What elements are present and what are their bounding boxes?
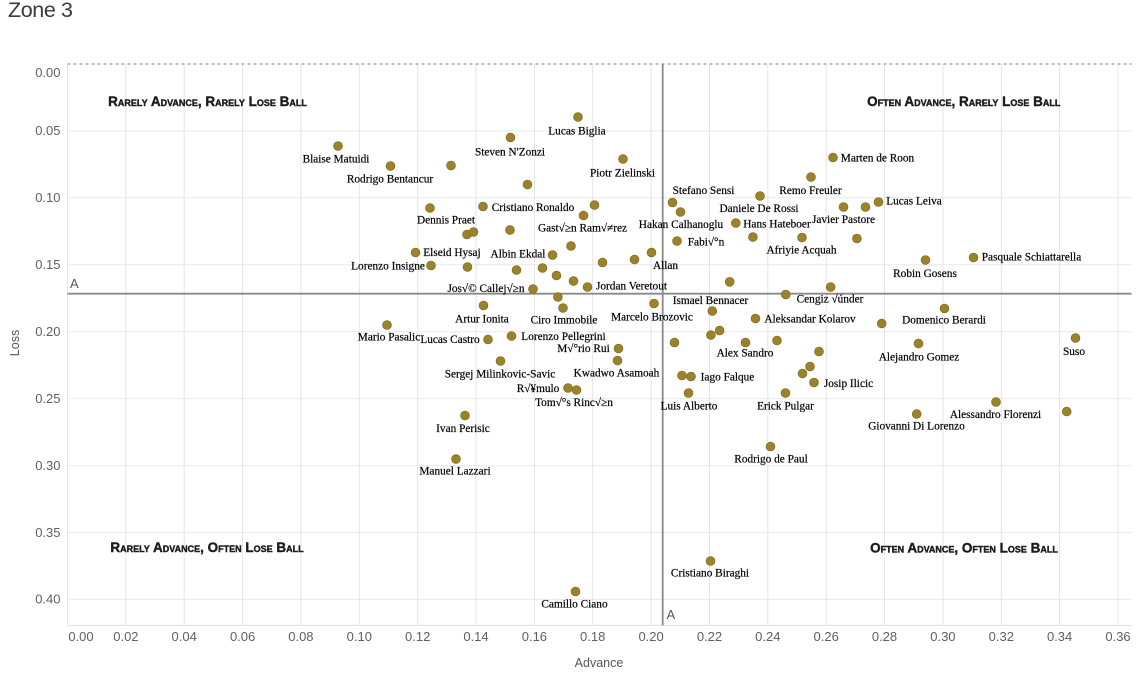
svg-text:0.12: 0.12 xyxy=(405,629,430,644)
svg-text:Giovanni Di Lorenzo: Giovanni Di Lorenzo xyxy=(868,420,965,432)
svg-text:Artur Ionita: Artur Ionita xyxy=(455,313,509,325)
svg-text:0.18: 0.18 xyxy=(580,629,605,644)
svg-text:Jos√© Callej√≥n: Jos√© Callej√≥n xyxy=(447,283,524,295)
svg-text:0.35: 0.35 xyxy=(35,525,60,540)
svg-text:Kwadwo Asamoah: Kwadwo Asamoah xyxy=(574,367,660,379)
svg-text:Afriyie Acquah: Afriyie Acquah xyxy=(767,244,837,256)
svg-text:Blaise Matuidi: Blaise Matuidi xyxy=(303,153,370,165)
svg-text:Javier Pastore: Javier Pastore xyxy=(812,214,875,226)
svg-text:Hakan Calhanoglu: Hakan Calhanoglu xyxy=(639,219,724,231)
svg-text:Suso: Suso xyxy=(1063,346,1085,358)
svg-text:Rarely Advance, Rarely Lose Ba: Rarely Advance, Rarely Lose Ball xyxy=(108,94,307,109)
svg-text:Ivan Perisic: Ivan Perisic xyxy=(436,423,490,435)
svg-text:Ismael Bennacer: Ismael Bennacer xyxy=(673,295,749,307)
svg-text:0.10: 0.10 xyxy=(35,190,60,205)
svg-text:Dennis Praet: Dennis Praet xyxy=(417,214,476,226)
svg-text:Sergej Milinkovic-Savic: Sergej Milinkovic-Savic xyxy=(445,368,556,380)
svg-text:A: A xyxy=(667,607,676,622)
svg-text:0.26: 0.26 xyxy=(814,629,839,644)
svg-text:Hans Hateboer: Hans Hateboer xyxy=(743,218,811,230)
svg-text:0.32: 0.32 xyxy=(989,629,1014,644)
svg-text:Marten de Roon: Marten de Roon xyxy=(841,152,915,164)
svg-text:Remo Freuler: Remo Freuler xyxy=(779,185,842,197)
svg-text:Albin Ekdal: Albin Ekdal xyxy=(491,248,546,260)
svg-text:Stefano Sensi: Stefano Sensi xyxy=(673,185,735,197)
svg-text:0.20: 0.20 xyxy=(35,324,60,339)
svg-text:Rodrigo Bentancur: Rodrigo Bentancur xyxy=(347,173,434,185)
svg-text:Lucas Leiva: Lucas Leiva xyxy=(886,195,942,207)
svg-text:M√°rio Rui: M√°rio Rui xyxy=(557,343,609,355)
svg-text:Erick Pulgar: Erick Pulgar xyxy=(757,400,814,412)
svg-text:Marcelo Brozovic: Marcelo Brozovic xyxy=(611,311,693,323)
svg-text:Lorenzo Insigne: Lorenzo Insigne xyxy=(351,260,425,272)
svg-text:Loss: Loss xyxy=(8,330,22,356)
svg-text:Lucas Castro: Lucas Castro xyxy=(420,334,480,346)
svg-text:Daniele De Rossi: Daniele De Rossi xyxy=(719,203,798,215)
svg-text:0.22: 0.22 xyxy=(697,629,722,644)
svg-text:Allan: Allan xyxy=(653,260,678,272)
svg-text:Alejandro Gomez: Alejandro Gomez xyxy=(879,351,960,363)
svg-text:0.24: 0.24 xyxy=(755,629,780,644)
svg-text:0.30: 0.30 xyxy=(930,629,955,644)
svg-text:0.16: 0.16 xyxy=(522,629,547,644)
svg-text:0.05: 0.05 xyxy=(35,123,60,138)
svg-text:Rodrigo de Paul: Rodrigo de Paul xyxy=(734,453,807,465)
svg-text:Often Advance, Often Lose Ball: Often Advance, Often Lose Ball xyxy=(870,541,1058,556)
svg-text:0.25: 0.25 xyxy=(35,391,60,406)
svg-text:A: A xyxy=(70,276,79,291)
svg-text:Gast√≥n Ram√≠rez: Gast√≥n Ram√≠rez xyxy=(538,222,627,234)
svg-text:Cengiz √únder: Cengiz √únder xyxy=(797,293,864,305)
svg-text:0.15: 0.15 xyxy=(35,257,60,272)
svg-text:Lucas Biglia: Lucas Biglia xyxy=(548,125,605,137)
svg-text:Jordan Veretout: Jordan Veretout xyxy=(596,280,668,292)
svg-text:Lorenzo Pellegrini: Lorenzo Pellegrini xyxy=(521,331,605,343)
svg-text:Pasquale Schiattarella: Pasquale Schiattarella xyxy=(982,251,1081,263)
svg-text:Fabi√°n: Fabi√°n xyxy=(688,236,725,248)
svg-text:Piotr Zielinski: Piotr Zielinski xyxy=(590,167,655,179)
svg-text:Often Advance, Rarely Lose Bal: Often Advance, Rarely Lose Ball xyxy=(867,94,1061,109)
svg-text:Rarely Advance, Often Lose Bal: Rarely Advance, Often Lose Ball xyxy=(110,540,304,555)
svg-text:Ciro Immobile: Ciro Immobile xyxy=(531,314,598,326)
svg-text:0.34: 0.34 xyxy=(1047,629,1072,644)
svg-text:Alessandro Florenzi: Alessandro Florenzi xyxy=(950,409,1041,421)
svg-text:0.00: 0.00 xyxy=(35,65,60,80)
svg-text:Elseid Hysaj: Elseid Hysaj xyxy=(423,247,480,259)
svg-text:Manuel Lazzari: Manuel Lazzari xyxy=(419,465,490,477)
svg-text:0.10: 0.10 xyxy=(347,629,372,644)
svg-text:0.08: 0.08 xyxy=(288,629,313,644)
svg-text:0.36: 0.36 xyxy=(1105,629,1130,644)
svg-text:Iago Falque: Iago Falque xyxy=(701,371,755,383)
svg-text:Mario Pasalic: Mario Pasalic xyxy=(358,331,420,343)
svg-text:0.28: 0.28 xyxy=(872,629,897,644)
svg-text:0.14: 0.14 xyxy=(463,629,488,644)
svg-text:Cristiano Biraghi: Cristiano Biraghi xyxy=(671,567,749,579)
svg-text:Alex Sandro: Alex Sandro xyxy=(717,347,774,359)
svg-text:0.02: 0.02 xyxy=(113,629,138,644)
svg-text:Robin Gosens: Robin Gosens xyxy=(893,268,957,280)
svg-text:R√¥mulo: R√¥mulo xyxy=(517,383,560,395)
svg-text:Camillo Ciano: Camillo Ciano xyxy=(541,598,608,610)
svg-text:0.00: 0.00 xyxy=(68,629,93,644)
svg-text:0.30: 0.30 xyxy=(35,458,60,473)
svg-text:Tom√°s Rinc√≥n: Tom√°s Rinc√≥n xyxy=(535,397,613,409)
svg-text:0.20: 0.20 xyxy=(638,629,663,644)
svg-text:0.06: 0.06 xyxy=(230,629,255,644)
svg-text:Luis Alberto: Luis Alberto xyxy=(661,400,718,412)
svg-text:Domenico Berardi: Domenico Berardi xyxy=(902,314,986,326)
svg-text:Aleksandar Kolarov: Aleksandar Kolarov xyxy=(764,313,856,325)
svg-text:Josip Ilicic: Josip Ilicic xyxy=(824,378,873,390)
svg-text:0.04: 0.04 xyxy=(172,629,197,644)
svg-text:Advance: Advance xyxy=(575,656,624,670)
svg-text:0.40: 0.40 xyxy=(35,592,60,607)
svg-text:Steven N'Zonzi: Steven N'Zonzi xyxy=(475,146,545,158)
svg-text:Cristiano Ronaldo: Cristiano Ronaldo xyxy=(492,202,575,214)
